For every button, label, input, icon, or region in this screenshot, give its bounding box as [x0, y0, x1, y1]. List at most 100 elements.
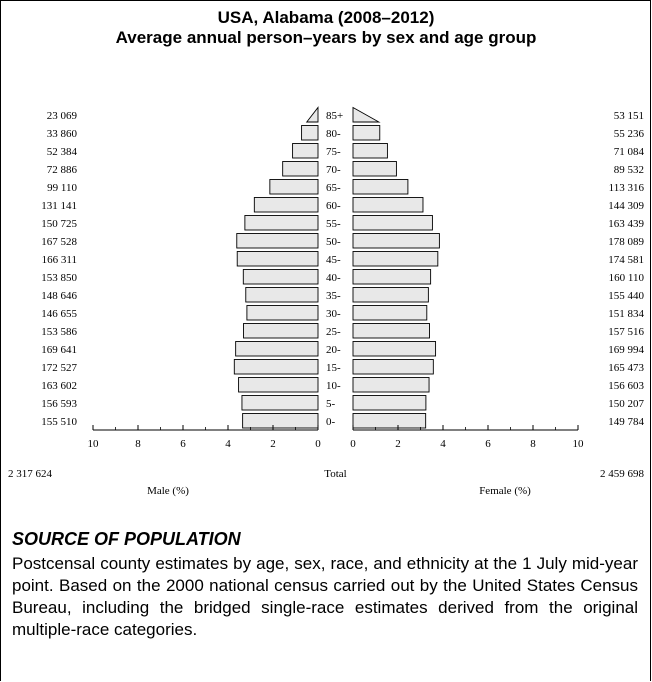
male-bar-5- [241, 395, 319, 411]
chart-axes: 10 8 6 4 2 0 0 2 4 6 8 10 [88, 425, 585, 450]
male-count-25-: 153 586 [41, 326, 77, 338]
male-tick-label-8: 8 [135, 438, 141, 450]
female-count-35-: 155 440 [608, 290, 644, 302]
source-text: Postcensal county estimates by age, sex,… [12, 554, 638, 639]
female-count-45-: 174 581 [608, 254, 644, 266]
male-bar-35- [245, 287, 319, 303]
male-count-70-: 72 886 [47, 164, 78, 176]
female-bar-55- [352, 215, 433, 231]
age-label-15-: 15- [326, 362, 341, 374]
male-count-10-: 163 602 [41, 380, 77, 392]
chart-title: USA, Alabama (2008–2012) [217, 8, 435, 27]
age-label-60-: 60- [326, 200, 341, 212]
age-label-55-: 55- [326, 218, 341, 230]
female-count-0-: 149 784 [608, 416, 644, 428]
male-tick-label-4: 4 [225, 438, 231, 450]
female-tick-label-10: 10 [573, 438, 585, 450]
male-bar-85+ [305, 106, 319, 123]
age-label-80-: 80- [326, 128, 341, 140]
female-count-60-: 144 309 [608, 200, 644, 212]
female-count-15-: 165 473 [608, 362, 644, 374]
female-tick-label-8: 8 [530, 438, 536, 450]
female-count-65-: 113 316 [609, 182, 645, 194]
male-bar-25- [243, 323, 319, 339]
female-bar-85+ [352, 106, 381, 123]
female-bar-50- [352, 233, 440, 249]
female-count-30-: 151 834 [608, 308, 644, 320]
age-label-0-: 0- [326, 416, 336, 428]
male-count-65-: 99 110 [47, 182, 77, 194]
female-bar-15- [352, 359, 434, 375]
male-bar-65- [269, 179, 319, 195]
male-bar-75- [292, 143, 319, 159]
age-label-70-: 70- [326, 164, 341, 176]
age-label-45-: 45- [326, 254, 341, 266]
age-label-35-: 35- [326, 290, 341, 302]
female-bar-60- [352, 197, 424, 213]
female-bar-80- [352, 125, 381, 141]
female-bar-25- [352, 323, 430, 339]
male-bar-60- [253, 197, 319, 213]
female-count-85+: 53 151 [614, 110, 644, 122]
female-bar-10- [352, 377, 430, 393]
female-tick-label-2: 2 [395, 438, 401, 450]
female-bar-30- [352, 305, 428, 321]
male-count-20-: 169 641 [41, 344, 77, 356]
male-count-35-: 148 646 [41, 290, 77, 302]
male-bar-70- [282, 161, 319, 177]
female-count-75-: 71 084 [614, 146, 645, 158]
male-bar-55- [244, 215, 319, 231]
male-bar-40- [242, 269, 319, 285]
male-count-50-: 167 528 [41, 236, 77, 248]
male-count-75-: 52 384 [47, 146, 78, 158]
male-bar-10- [238, 377, 319, 393]
female-bar-70- [352, 161, 397, 177]
total-label: Total [324, 468, 346, 480]
female-count-80-: 55 236 [614, 128, 645, 140]
female-bar-65- [352, 179, 409, 195]
age-label-85+: 85+ [326, 110, 343, 122]
frame-left-edge [0, 0, 1, 681]
female-count-70-: 89 532 [614, 164, 644, 176]
male-count-40-: 153 850 [41, 272, 77, 284]
male-count-60-: 131 141 [41, 200, 77, 212]
female-bar-40- [352, 269, 432, 285]
male-count-45-: 166 311 [42, 254, 77, 266]
male-bar-0- [242, 413, 319, 429]
male-count-55-: 150 725 [41, 218, 77, 230]
female-bars [352, 106, 440, 429]
female-count-20-: 169 994 [608, 344, 644, 356]
age-label-10-: 10- [326, 380, 341, 392]
male-bar-20- [235, 341, 319, 357]
female-count-25-: 157 516 [608, 326, 644, 338]
age-label-5-: 5- [326, 398, 336, 410]
male-total: 2 317 624 [8, 468, 53, 480]
male-axis-title: Male (%) [147, 485, 189, 497]
female-bar-35- [352, 287, 429, 303]
female-bar-0- [352, 413, 427, 429]
male-bar-45- [236, 251, 319, 267]
male-bar-30- [246, 305, 319, 321]
female-count-40-: 160 110 [609, 272, 645, 284]
age-label-50-: 50- [326, 236, 341, 248]
age-label-20-: 20- [326, 344, 341, 356]
frame-top-edge [0, 0, 651, 1]
male-bar-15- [233, 359, 319, 375]
age-label-25-: 25- [326, 326, 341, 338]
female-bar-45- [352, 251, 439, 267]
female-bar-75- [352, 143, 388, 159]
male-bars [233, 106, 319, 429]
frame-right-edge [650, 0, 651, 681]
female-bar-20- [352, 341, 437, 357]
age-label-30-: 30- [326, 308, 341, 320]
female-tick-label-0: 0 [350, 438, 356, 450]
source-heading: SOURCE OF POPULATION [12, 529, 241, 549]
male-tick-label-6: 6 [180, 438, 186, 450]
female-tick-label-6: 6 [485, 438, 491, 450]
female-count-10-: 156 603 [608, 380, 644, 392]
male-count-80-: 33 860 [47, 128, 78, 140]
male-bar-80- [301, 125, 319, 141]
